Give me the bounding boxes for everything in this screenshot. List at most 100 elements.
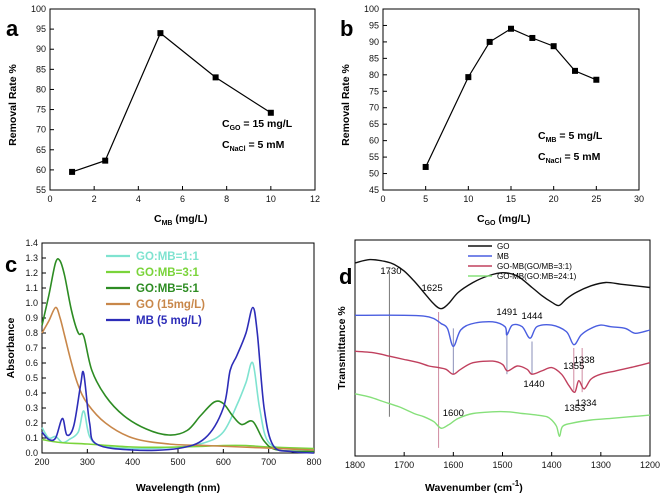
data-point-b — [486, 38, 493, 45]
data-point-a — [267, 109, 274, 116]
y-tick-label: 55 — [36, 185, 46, 195]
series-line-c-3 — [41, 306, 315, 451]
annotation-cmb-b: CMB = 5 mg/L — [538, 130, 603, 144]
legend-label-c: MB (5 mg/L) — [136, 315, 202, 327]
series-line-c-2 — [41, 257, 315, 453]
y-tick-label: 45 — [369, 185, 379, 195]
ylabel-c: Absorbance — [5, 318, 17, 379]
x-tick-label: 25 — [591, 194, 601, 204]
legend-label-c: GO:MB=1:1 — [136, 251, 200, 263]
xlabel-d: Wavenumber (cm-1) — [425, 479, 523, 494]
peak-label: 1338 — [574, 355, 595, 366]
series-line-c-1 — [41, 438, 315, 450]
legend-label-d: MB — [497, 252, 509, 261]
y-tick-label: 70 — [369, 103, 379, 113]
y-tick-label: 0.3 — [25, 403, 38, 413]
legend-label-d: GO-MB(GO/MB=3:1) — [497, 262, 572, 271]
y-tick-label: 0.2 — [25, 418, 38, 428]
y-tick-label: 70 — [36, 125, 46, 135]
y-tick-label: 50 — [369, 169, 379, 179]
x-tick-label: 4 — [136, 194, 141, 204]
y-tick-label: 95 — [36, 24, 46, 34]
y-tick-label: 80 — [369, 70, 379, 80]
y-tick-label: 0.6 — [25, 358, 38, 368]
y-tick-label: 100 — [364, 4, 379, 14]
peak-label: 1334 — [576, 398, 597, 409]
y-tick-label: 0.0 — [25, 448, 38, 458]
y-tick-label: 1.3 — [25, 253, 38, 263]
xlabel-a: CMB (mg/L) — [154, 213, 207, 227]
xlabel-c: Wavelength (nm) — [136, 482, 220, 494]
y-tick-label: 80 — [36, 84, 46, 94]
ticks-c: 200 300 400 500 600 700 800 0.0 0.1 0.2 0.3 0.4 0.5 0… — [25, 238, 321, 467]
peak-label: 1355 — [563, 361, 584, 372]
x-tick-label: 5 — [423, 194, 428, 204]
annotation-cnacl-b: CNaCl = 5 mM — [538, 151, 601, 165]
x-tick-label: 6 — [180, 194, 185, 204]
x-tick-label: 1200 — [640, 460, 660, 470]
y-tick-label: 75 — [369, 86, 379, 96]
y-tick-label: 65 — [36, 145, 46, 155]
peak-label: 1600 — [443, 408, 464, 419]
x-tick-label: 800 — [306, 457, 321, 467]
frame-b — [382, 8, 640, 191]
ticks-d: 1800 1700 1600 1500 1400 1300 1200 — [345, 452, 660, 470]
y-tick-label: 90 — [369, 37, 379, 47]
x-tick-label: 200 — [34, 457, 49, 467]
panel-d: d 1800 1700 1600 1500 1400 1300 1200 GOMBGO-MB… — [336, 239, 660, 494]
ylabel-d: Transmittance % — [336, 306, 348, 390]
peak-label: 1491 — [496, 307, 517, 318]
y-tick-label: 65 — [369, 119, 379, 129]
x-tick-label: 600 — [216, 457, 231, 467]
data-point-a — [157, 30, 164, 37]
panel-letter-b: b — [340, 16, 353, 41]
series-b — [422, 25, 600, 170]
series-line-c-4 — [41, 306, 315, 454]
peak-label: 1625 — [421, 283, 442, 294]
series-d — [354, 258, 651, 438]
series-line-c-0 — [41, 361, 315, 451]
ticks-a: 0 2 4 6 8 10 12 55 60 65 70 75 80 85 90 95 100 — [31, 4, 320, 204]
annotation-cgo-a: CGO = 15 mg/L — [222, 118, 293, 132]
peak-label: 1440 — [523, 379, 544, 390]
x-tick-label: 500 — [170, 457, 185, 467]
x-tick-label: 20 — [549, 194, 559, 204]
x-tick-label: 1400 — [542, 460, 562, 470]
data-point-b — [422, 163, 429, 170]
x-tick-label: 15 — [506, 194, 516, 204]
legend-label-d: GO-MB(GO:MB=24:1) — [497, 272, 577, 281]
legend-c: GO:MB=1:1 GO:MB=3:1 GO:MB=5:1 GO (15mg/L) MB… — [106, 251, 205, 327]
data-point-a — [69, 168, 76, 175]
y-tick-label: 0.4 — [25, 388, 38, 398]
legend-label-c: GO:MB=5:1 — [136, 283, 200, 295]
ylabel-b: Removal Rate % — [340, 63, 352, 145]
ticks-b: 0 5 10 15 20 25 30 45 50 55 60 65 70 75 80 85 90 95 100 — [364, 4, 644, 204]
y-tick-label: 0.8 — [25, 328, 38, 338]
frame-a — [49, 8, 316, 191]
y-tick-label: 85 — [369, 53, 379, 63]
y-tick-label: 1.2 — [25, 268, 38, 278]
x-tick-label: 1700 — [394, 460, 414, 470]
ylabel-a: Removal Rate % — [7, 63, 19, 145]
panel-letter-d: d — [339, 264, 352, 289]
x-tick-label: 10 — [266, 194, 276, 204]
series-line-d-0 — [354, 258, 651, 310]
x-tick-label: 1500 — [492, 460, 512, 470]
legend-label-d: GO — [497, 242, 509, 251]
y-tick-label: 60 — [36, 165, 46, 175]
y-tick-label: 85 — [36, 64, 46, 74]
series-a — [69, 30, 274, 175]
series-line-d-3 — [354, 393, 651, 438]
x-tick-label: 0 — [47, 194, 52, 204]
data-point-b — [465, 74, 472, 81]
x-tick-label: 0 — [380, 194, 385, 204]
marker-lines-d — [388, 271, 583, 448]
annotation-cnacl-a: CNaCl = 5 mM — [222, 139, 285, 153]
x-tick-label: 1600 — [443, 460, 463, 470]
series-c — [41, 257, 315, 454]
peak-label: 1730 — [380, 266, 401, 277]
x-tick-label: 30 — [634, 194, 644, 204]
y-tick-label: 1.1 — [25, 283, 38, 293]
